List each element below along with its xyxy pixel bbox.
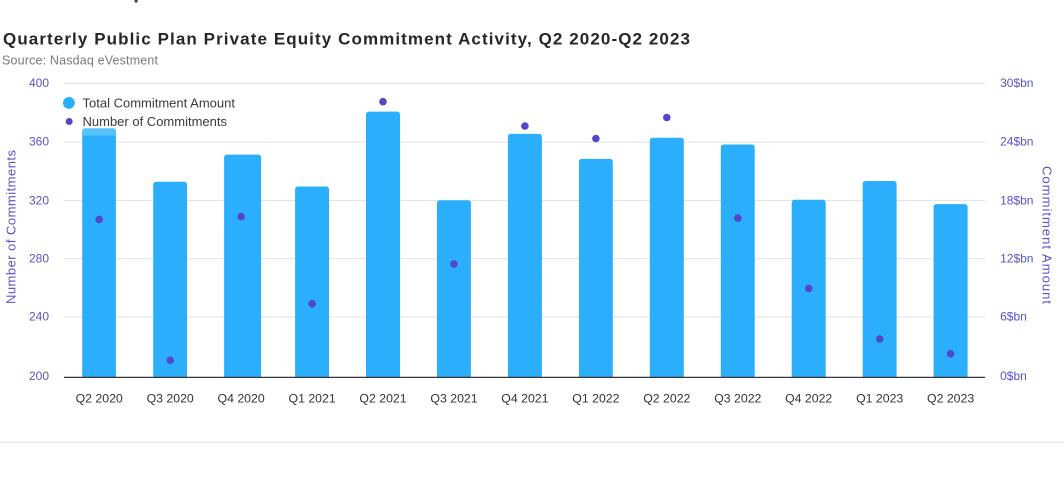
svg-text:Q2 2020: Q2 2020 — [76, 392, 123, 406]
svg-text:Q1 2023: Q1 2023 — [856, 392, 903, 406]
svg-text:6$bn: 6$bn — [1000, 310, 1027, 324]
svg-text:Q3 2021: Q3 2021 — [430, 392, 477, 406]
svg-text:12$bn: 12$bn — [1000, 252, 1033, 266]
svg-text:Q4 2022: Q4 2022 — [785, 392, 832, 406]
svg-text:400: 400 — [29, 76, 49, 90]
svg-text:24$bn: 24$bn — [1000, 135, 1033, 149]
svg-text:Q2 2021: Q2 2021 — [359, 392, 406, 406]
svg-text:Q3 2022: Q3 2022 — [714, 392, 761, 406]
svg-text:Q1 2022: Q1 2022 — [572, 392, 619, 406]
svg-text:200: 200 — [29, 369, 49, 383]
svg-text:18$bn: 18$bn — [1000, 193, 1033, 207]
svg-text:Q2 2023: Q2 2023 — [927, 392, 974, 406]
svg-text:0$bn: 0$bn — [1000, 369, 1027, 383]
svg-text:Q2 2022: Q2 2022 — [643, 392, 690, 406]
svg-text:Source: Nasdaq eVestment: Source: Nasdaq eVestment — [2, 54, 159, 68]
svg-text:Quarterly Public Plan Private: Quarterly Public Plan Private Equity Com… — [3, 30, 690, 49]
svg-text:Number of Commitments: Number of Commitments — [3, 150, 18, 305]
svg-text:320: 320 — [29, 193, 49, 207]
svg-text:Total Commitment Amount: Total Commitment Amount — [83, 95, 236, 110]
svg-text:Q4 2020: Q4 2020 — [218, 392, 265, 406]
svg-text:Q1 2021: Q1 2021 — [289, 392, 336, 406]
svg-text:Number of Commitments: Number of Commitments — [83, 114, 228, 129]
svg-text:360: 360 — [29, 135, 49, 149]
svg-text:240: 240 — [29, 310, 49, 324]
svg-text:Q4 2021: Q4 2021 — [501, 392, 548, 406]
svg-text:Commitment Amount: Commitment Amount — [1040, 166, 1055, 304]
svg-text:Q3 2020: Q3 2020 — [147, 392, 194, 406]
svg-text:280: 280 — [29, 252, 49, 266]
svg-text:30$bn: 30$bn — [1000, 76, 1033, 90]
